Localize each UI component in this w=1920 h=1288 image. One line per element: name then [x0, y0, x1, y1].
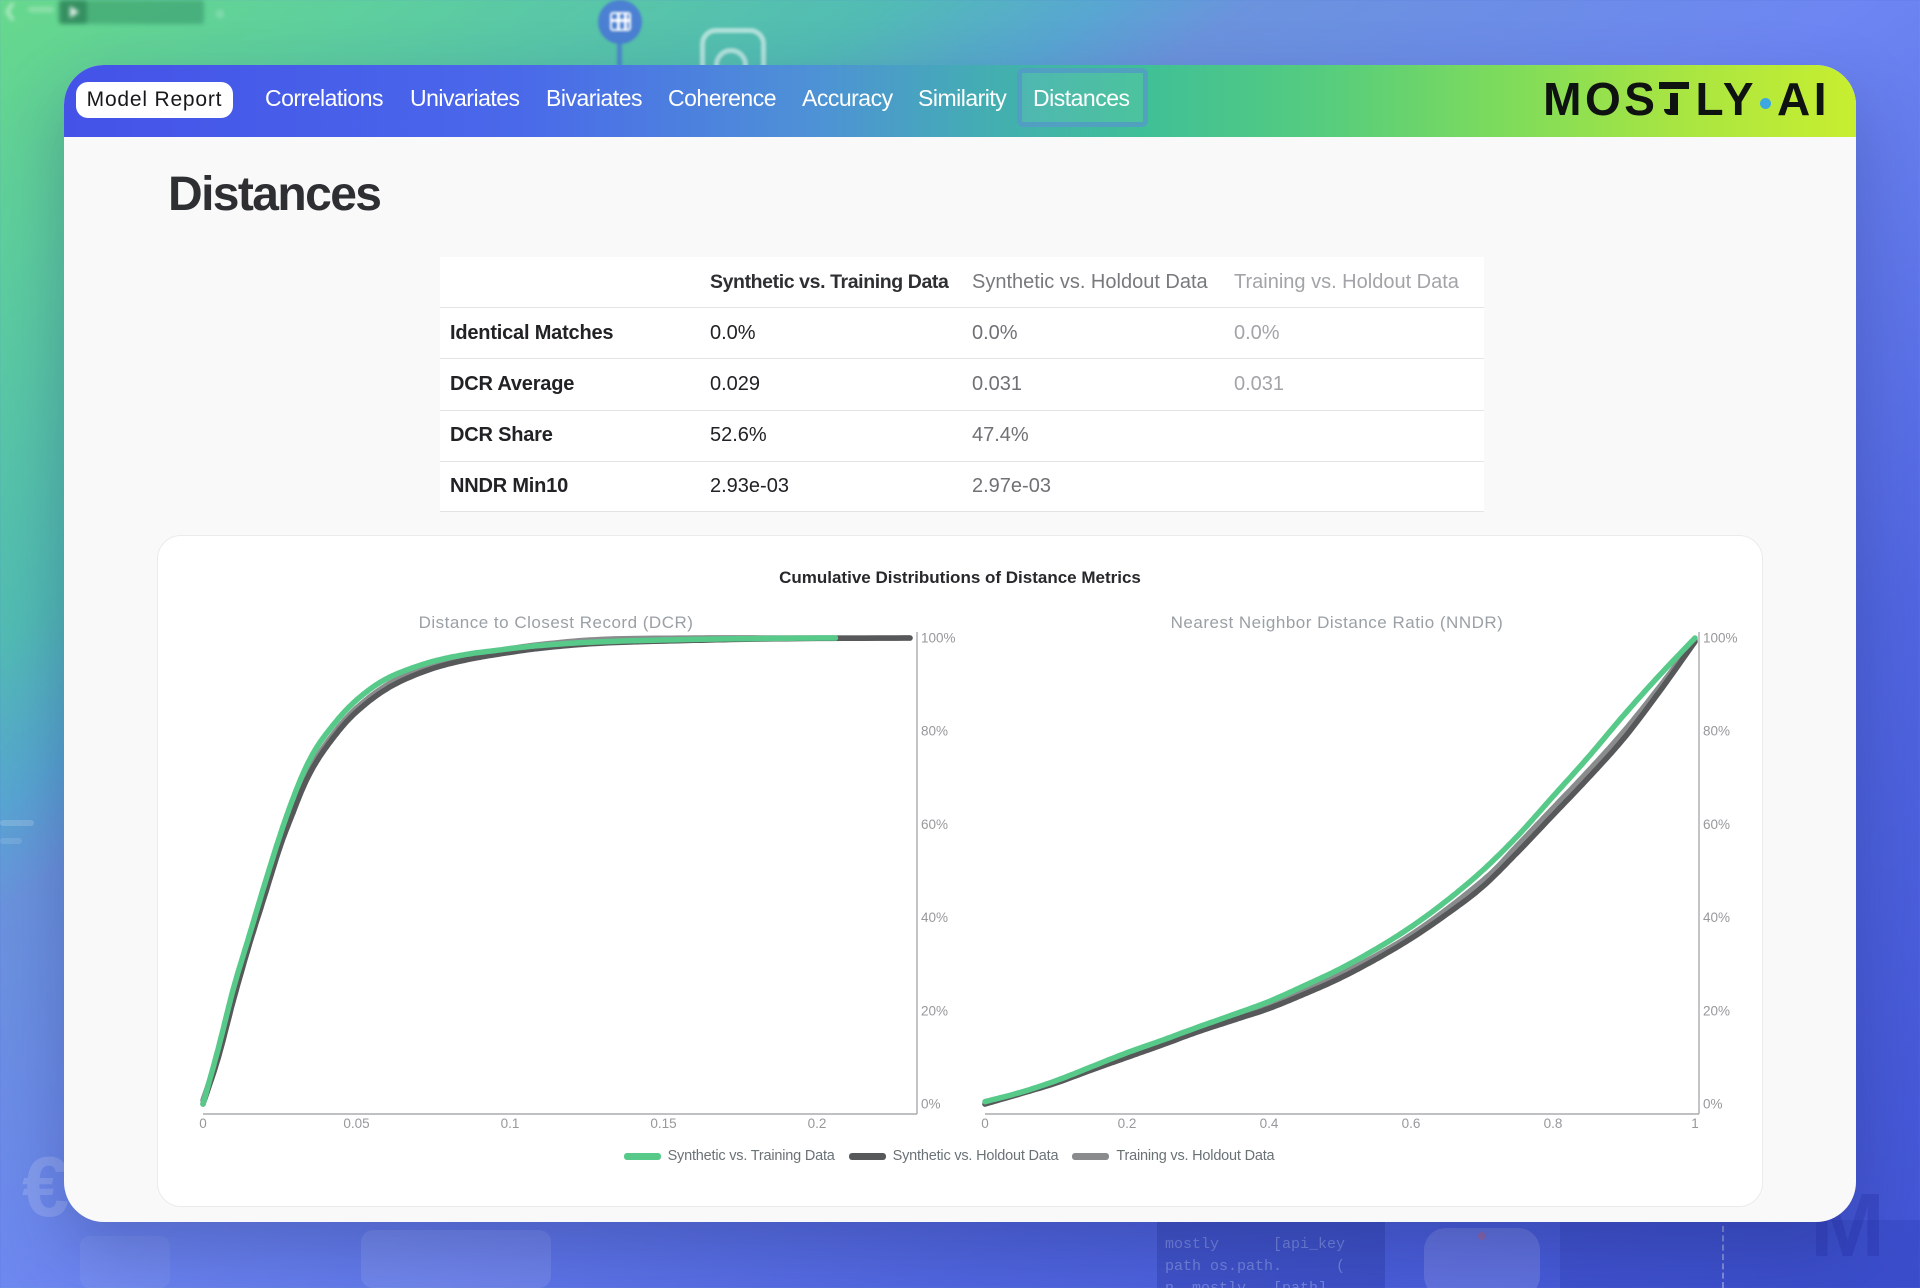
svg-text:0: 0 — [981, 1116, 989, 1131]
svg-text:0.15: 0.15 — [650, 1116, 676, 1131]
svg-text:Nearest Neighbor Distance Rati: Nearest Neighbor Distance Ratio (NNDR) — [1171, 613, 1504, 632]
svg-text:0.2: 0.2 — [808, 1116, 827, 1131]
svg-text:Distance to Closest Record (DC: Distance to Closest Record (DCR) — [419, 613, 694, 632]
svg-text:0: 0 — [199, 1116, 207, 1131]
svg-text:60%: 60% — [1703, 817, 1730, 832]
svg-text:0.05: 0.05 — [343, 1116, 369, 1131]
svg-text:0.6: 0.6 — [1402, 1116, 1421, 1131]
svg-text:60%: 60% — [921, 817, 948, 832]
svg-text:80%: 80% — [921, 724, 948, 739]
svg-text:0%: 0% — [1703, 1097, 1723, 1112]
svg-text:100%: 100% — [1703, 631, 1738, 646]
svg-text:100%: 100% — [921, 631, 956, 646]
svg-text:40%: 40% — [1703, 910, 1730, 925]
svg-text:0.1: 0.1 — [501, 1116, 520, 1131]
svg-text:80%: 80% — [1703, 724, 1730, 739]
svg-text:0.2: 0.2 — [1118, 1116, 1137, 1131]
svg-text:20%: 20% — [921, 1003, 948, 1018]
svg-text:0%: 0% — [921, 1097, 941, 1112]
svg-text:40%: 40% — [921, 910, 948, 925]
svg-text:20%: 20% — [1703, 1003, 1730, 1018]
svg-text:1: 1 — [1691, 1116, 1699, 1131]
svg-text:0.4: 0.4 — [1260, 1116, 1279, 1131]
svg-text:0.8: 0.8 — [1544, 1116, 1563, 1131]
